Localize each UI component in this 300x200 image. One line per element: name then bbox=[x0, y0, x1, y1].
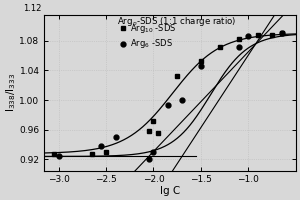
Arg$_{10}$ -SDS bbox=[237, 38, 241, 40]
Arg$_6$ -SDS bbox=[57, 155, 60, 158]
Arg$_6$ -SDS bbox=[114, 136, 117, 138]
Line: Arg$_{10}$ -SDS: Arg$_{10}$ -SDS bbox=[51, 31, 284, 156]
Arg$_6$ -SDS bbox=[199, 65, 203, 67]
Text: Arg$_n$-SDS (1:1 charge ratio): Arg$_n$-SDS (1:1 charge ratio) bbox=[117, 15, 237, 28]
Arg$_{10}$ -SDS bbox=[52, 152, 56, 155]
Arg$_{10}$ -SDS bbox=[176, 75, 179, 78]
Arg$_6$ -SDS bbox=[147, 158, 151, 161]
Line: Arg$_6$ -SDS: Arg$_6$ -SDS bbox=[56, 31, 284, 162]
Arg$_{10}$ -SDS bbox=[104, 151, 108, 153]
Arg$_{10}$ -SDS bbox=[147, 130, 151, 132]
Legend: Arg$_{10}$ -SDS, Arg$_6$ -SDS: Arg$_{10}$ -SDS, Arg$_6$ -SDS bbox=[119, 22, 176, 50]
Arg$_{10}$ -SDS bbox=[256, 34, 260, 36]
Arg$_{10}$ -SDS bbox=[280, 32, 284, 34]
Arg$_{10}$ -SDS bbox=[218, 45, 222, 48]
Arg$_{10}$ -SDS bbox=[90, 152, 94, 155]
Arg$_6$ -SDS bbox=[280, 32, 284, 34]
Arg$_6$ -SDS bbox=[100, 145, 103, 147]
Arg$_6$ -SDS bbox=[180, 99, 184, 101]
Arg$_{10}$ -SDS bbox=[156, 132, 160, 135]
Text: 1.12: 1.12 bbox=[23, 4, 42, 13]
Arg$_{10}$ -SDS bbox=[152, 120, 155, 122]
Arg$_{10}$ -SDS bbox=[270, 34, 274, 36]
Arg$_6$ -SDS bbox=[247, 35, 250, 37]
X-axis label: lg C: lg C bbox=[160, 186, 180, 196]
Arg$_{10}$ -SDS bbox=[199, 60, 203, 63]
Arg$_6$ -SDS bbox=[152, 151, 155, 153]
Y-axis label: I$_{338}$/I$_{333}$: I$_{338}$/I$_{333}$ bbox=[4, 73, 18, 112]
Arg$_6$ -SDS bbox=[166, 104, 169, 106]
Arg$_6$ -SDS bbox=[237, 45, 241, 48]
